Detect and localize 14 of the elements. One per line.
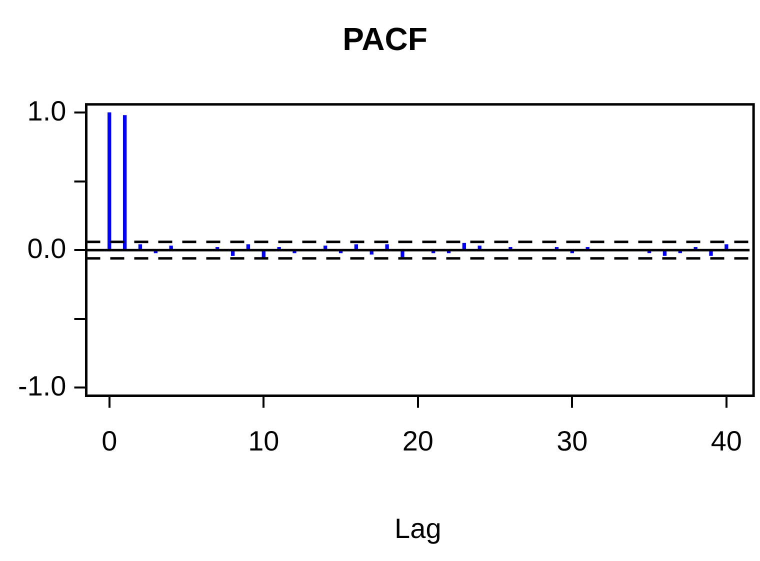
bar xyxy=(108,112,112,250)
x-tick-label: 30 xyxy=(556,425,588,456)
bar xyxy=(122,115,127,250)
y-tick-label: 1.0 xyxy=(27,95,66,126)
x-axis-title: Lag xyxy=(394,512,442,544)
y-tick-label: 0.0 xyxy=(27,232,66,264)
chart-title: PACF xyxy=(342,21,428,58)
x-tick-label: 40 xyxy=(710,425,742,456)
x-tick-label: 20 xyxy=(402,425,434,456)
bar xyxy=(724,244,728,250)
y-tick-label: -1.0 xyxy=(18,370,66,402)
x-tick-label: 0 xyxy=(102,425,118,456)
bar xyxy=(385,244,389,250)
x-tick-label: 10 xyxy=(248,425,280,456)
